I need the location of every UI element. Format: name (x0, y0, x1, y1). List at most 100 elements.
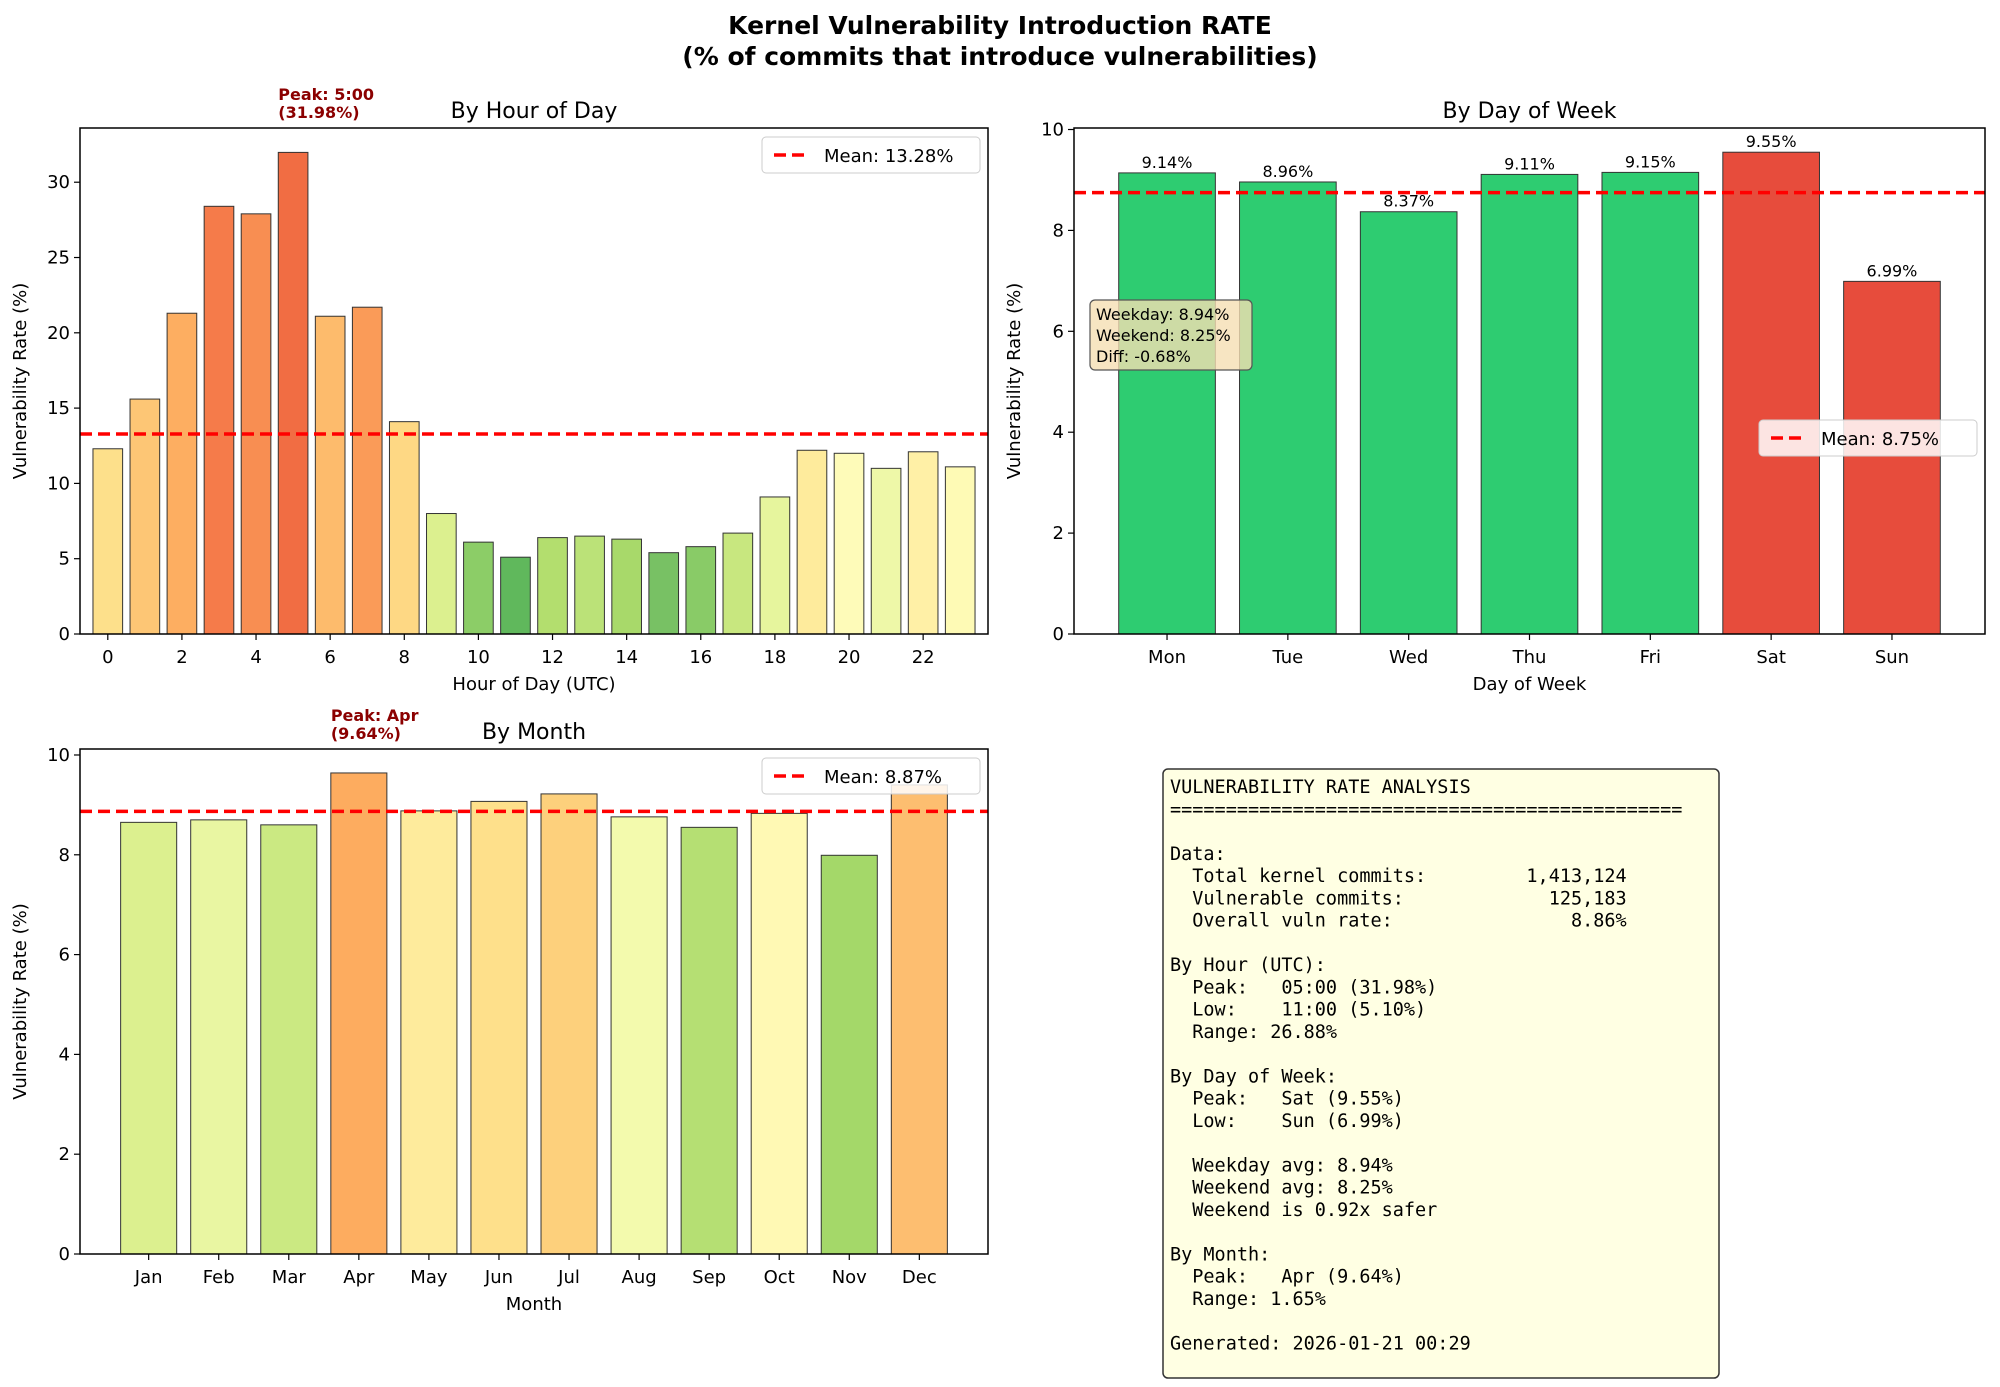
y-tick-label: 10 (47, 473, 70, 494)
y-tick-label: 10 (1041, 120, 1064, 141)
bar-12 (537, 537, 568, 635)
bar-Tue (1239, 181, 1337, 635)
chart-title: By Hour of Day (451, 99, 618, 124)
bar-17 (722, 532, 754, 635)
y-tick-label: 4 (1053, 422, 1064, 443)
summary-line: Low: Sun (6.99%) (1170, 1111, 1404, 1132)
y-tick-label: 20 (47, 323, 70, 344)
legend-label: Mean: 8.87% (824, 767, 942, 788)
x-tick-label: 6 (324, 647, 335, 668)
bar-Mon (1118, 172, 1216, 635)
y-tick-label: 0 (59, 624, 70, 645)
summary-line: By Day of Week: (1170, 1066, 1337, 1087)
legend-label: Mean: 8.75% (1821, 429, 1939, 450)
peak-annotation-line1: Peak: 5:00 (278, 85, 374, 104)
bar-6 (314, 315, 346, 635)
bar-18 (759, 496, 791, 635)
bar-13 (574, 535, 605, 635)
summary-line: Weekend avg: 8.25% (1170, 1178, 1393, 1199)
y-tick-label: 8 (59, 845, 70, 866)
bar-Wed (1359, 211, 1458, 635)
summary-line: Peak: Apr (9.64%) (1170, 1267, 1404, 1288)
x-tick-label: Wed (1389, 647, 1428, 668)
x-axis-label: Day of Week (1473, 674, 1587, 695)
x-tick-label: 4 (250, 647, 261, 668)
data-label: 8.37% (1383, 192, 1434, 211)
info-box-line: Weekday: 8.94% (1096, 305, 1229, 324)
y-tick-label: 6 (59, 945, 70, 966)
data-label: 9.55% (1746, 132, 1797, 151)
peak-annotation-line1: Peak: Apr (331, 706, 419, 725)
bar-23 (944, 466, 976, 635)
axes-frame (79, 127, 989, 635)
x-tick-label: 18 (763, 647, 786, 668)
summary-line: Peak: 05:00 (31.98%) (1170, 977, 1437, 998)
legend: Mean: 8.75% (1758, 419, 1978, 457)
weekday-weekend-info-box: Weekday: 8.94% Weekend: 8.25% Diff: -0.68% (1089, 299, 1253, 371)
data-label: 9.14% (1142, 153, 1193, 172)
x-tick-label: 12 (541, 647, 564, 668)
bar-3 (203, 205, 235, 635)
y-tick-label: 30 (47, 172, 70, 193)
x-tick-label: 10 (467, 647, 490, 668)
x-tick-label: 2 (176, 647, 187, 668)
x-axis-label: Hour of Day (UTC) (452, 674, 615, 695)
bar-9 (426, 513, 457, 635)
y-tick-label: 0 (1053, 624, 1064, 645)
legend: Mean: 13.28% (761, 136, 981, 174)
bar-20 (833, 452, 865, 635)
x-tick-label: May (410, 1267, 448, 1288)
data-label: 9.11% (1504, 154, 1555, 173)
bar-Thu (1480, 173, 1579, 635)
chart-panel-2: By Day of Week 9.14% 8.96% 8.37% 9.11% 9.15% 9… (1004, 99, 1986, 695)
x-tick-label: 8 (399, 647, 410, 668)
summary-line: By Month: (1170, 1244, 1270, 1265)
bar-16 (685, 546, 717, 635)
summary-line: Range: 1.65% (1170, 1289, 1326, 1310)
x-tick-label: Nov (832, 1267, 867, 1288)
x-tick-label: Feb (203, 1267, 235, 1288)
x-tick-label: Mar (272, 1267, 307, 1288)
bar-Fri (1601, 171, 1700, 635)
x-tick-label: Thu (1512, 647, 1547, 668)
info-box-bg (1089, 299, 1253, 371)
x-tick-label: 0 (102, 647, 113, 668)
peak-annotation-line2: (9.64%) (331, 724, 401, 743)
x-tick-label: Dec (902, 1267, 937, 1288)
legend-box (1758, 419, 1978, 457)
bar-Nov (820, 854, 878, 1255)
legend-label: Mean: 13.28% (824, 146, 953, 167)
legend-box (761, 136, 981, 174)
summary-line: Vulnerable commits: 125,183 (1170, 888, 1627, 909)
bar-Oct (750, 812, 808, 1255)
bar-11 (500, 556, 531, 635)
x-tick-label: Sun (1875, 647, 1909, 668)
bar-5 (277, 151, 309, 635)
bar-0 (92, 448, 124, 635)
x-tick-label: 14 (615, 647, 638, 668)
peak-annotation-line2: (31.98%) (278, 103, 359, 122)
bar-Sun (1843, 280, 1941, 635)
y-axis-label: Vulnerability Rate (%) (1004, 283, 1025, 479)
summary-line: Peak: Sat (9.55%) (1170, 1089, 1404, 1110)
bar-Apr (330, 772, 388, 1255)
bar-2 (166, 312, 198, 635)
summary-line: Low: 11:00 (5.10%) (1170, 1000, 1426, 1021)
x-tick-label: Tue (1271, 647, 1303, 668)
info-box-line: Weekend: 8.25% (1096, 326, 1231, 345)
summary-line: ========================================… (1170, 799, 1682, 820)
bar-Aug (610, 816, 668, 1255)
x-tick-label: Apr (343, 1267, 375, 1288)
bar-1 (129, 398, 161, 635)
bar-Sep (680, 826, 738, 1255)
summary-line: Total kernel commits: 1,413,124 (1170, 866, 1627, 887)
bar-14 (611, 538, 642, 635)
chart-title: By Day of Week (1442, 99, 1616, 124)
bar-19 (796, 449, 828, 635)
summary-box: VULNERABILITY RATE ANALYSIS=============… (1162, 768, 1720, 1379)
chart-title: By Month (482, 720, 586, 745)
legend-box (761, 757, 981, 795)
bar-Jul (540, 793, 598, 1255)
x-tick-label: Jun (484, 1267, 513, 1288)
